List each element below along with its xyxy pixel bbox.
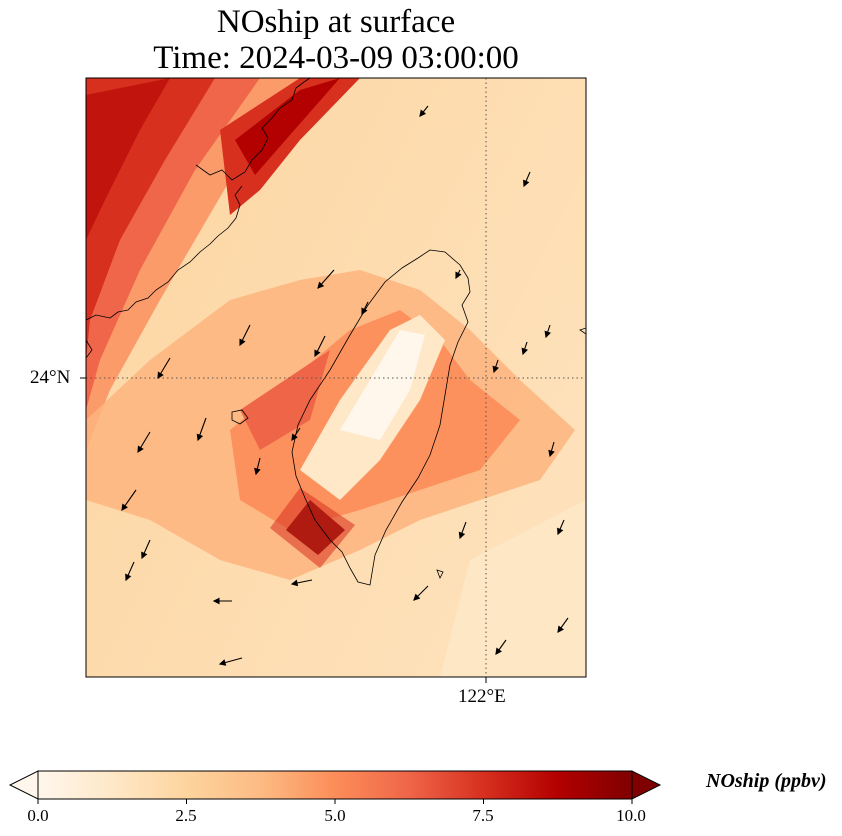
colorbar-tick-label-4: 10.0 [616, 806, 646, 825]
wind-vector-head [557, 625, 564, 634]
title-line-2: Time: 2024-03-09 03:00:00 [153, 40, 519, 76]
xtick-label-122e: 122°E [458, 686, 506, 707]
map-plot [80, 77, 587, 683]
colorbar-tick-label-0: 0.0 [27, 806, 49, 825]
field-southeast-pale [440, 500, 586, 677]
wind-vector-head [212, 597, 220, 605]
wind-vectors [121, 105, 569, 666]
taiwan-coastline [291, 249, 471, 586]
wind-vector-head [544, 330, 551, 339]
colorbar-gradient [37, 770, 633, 800]
concentration-field [86, 78, 586, 677]
wind-vector-head [218, 659, 227, 666]
wind-vector-head [254, 467, 261, 476]
wind-vector-head [314, 349, 321, 358]
colorbar-label: NOship (ppbv) [706, 770, 827, 792]
china-coastline-south [86, 185, 243, 321]
ytick-label-24n: 24°N [30, 367, 71, 388]
wind-vector-head [523, 179, 530, 188]
wind-vector-head [137, 445, 144, 454]
wind-vector-head [458, 531, 466, 540]
colorbar-ticks [37, 799, 633, 804]
field-coast-strip [220, 78, 360, 215]
colorbar-extend-high [631, 770, 662, 800]
wind-vector-head [291, 433, 298, 442]
colorbar [8, 770, 662, 804]
wind-vector-head [495, 647, 502, 656]
colorbar-tick-label-1: 2.5 [175, 806, 197, 825]
title-line-1: NOship at surface [216, 4, 456, 40]
wind-vector-head [317, 281, 325, 289]
yonaguni-island [579, 327, 586, 335]
penghu-islands [231, 409, 249, 425]
colorbar-tick-label-3: 7.5 [472, 806, 494, 825]
wind-vector-head [521, 347, 528, 356]
wind-vector-head [557, 527, 564, 536]
wind-vector-head [413, 593, 421, 601]
wind-vector-head [141, 551, 148, 560]
wind-vector-head [121, 503, 128, 512]
wind-vector-head [157, 371, 164, 380]
wind-vector-head [196, 433, 204, 442]
field-hotspot-halo [270, 488, 355, 568]
colorbar-extend-low [8, 770, 39, 800]
wind-vector-head [290, 579, 299, 587]
colorbar-tick-label-2: 5.0 [324, 806, 346, 825]
field-taiwan-palest [340, 330, 425, 440]
wind-vector-head [455, 271, 462, 280]
wind-vector-head [239, 338, 246, 347]
china-coastline [195, 78, 311, 181]
wind-vector-head [548, 449, 555, 458]
green-island [436, 569, 444, 579]
wind-vector-head [492, 365, 499, 374]
field-band-core [86, 78, 170, 240]
wind-vector-head [125, 573, 132, 582]
field-red-patch [240, 350, 330, 450]
wind-vector-head [361, 307, 368, 316]
wind-vector-head [419, 109, 427, 117]
chart-title: NOship at surface Time: 2024-03-09 03:00… [86, 4, 586, 76]
china-coastline-bay [86, 339, 93, 359]
